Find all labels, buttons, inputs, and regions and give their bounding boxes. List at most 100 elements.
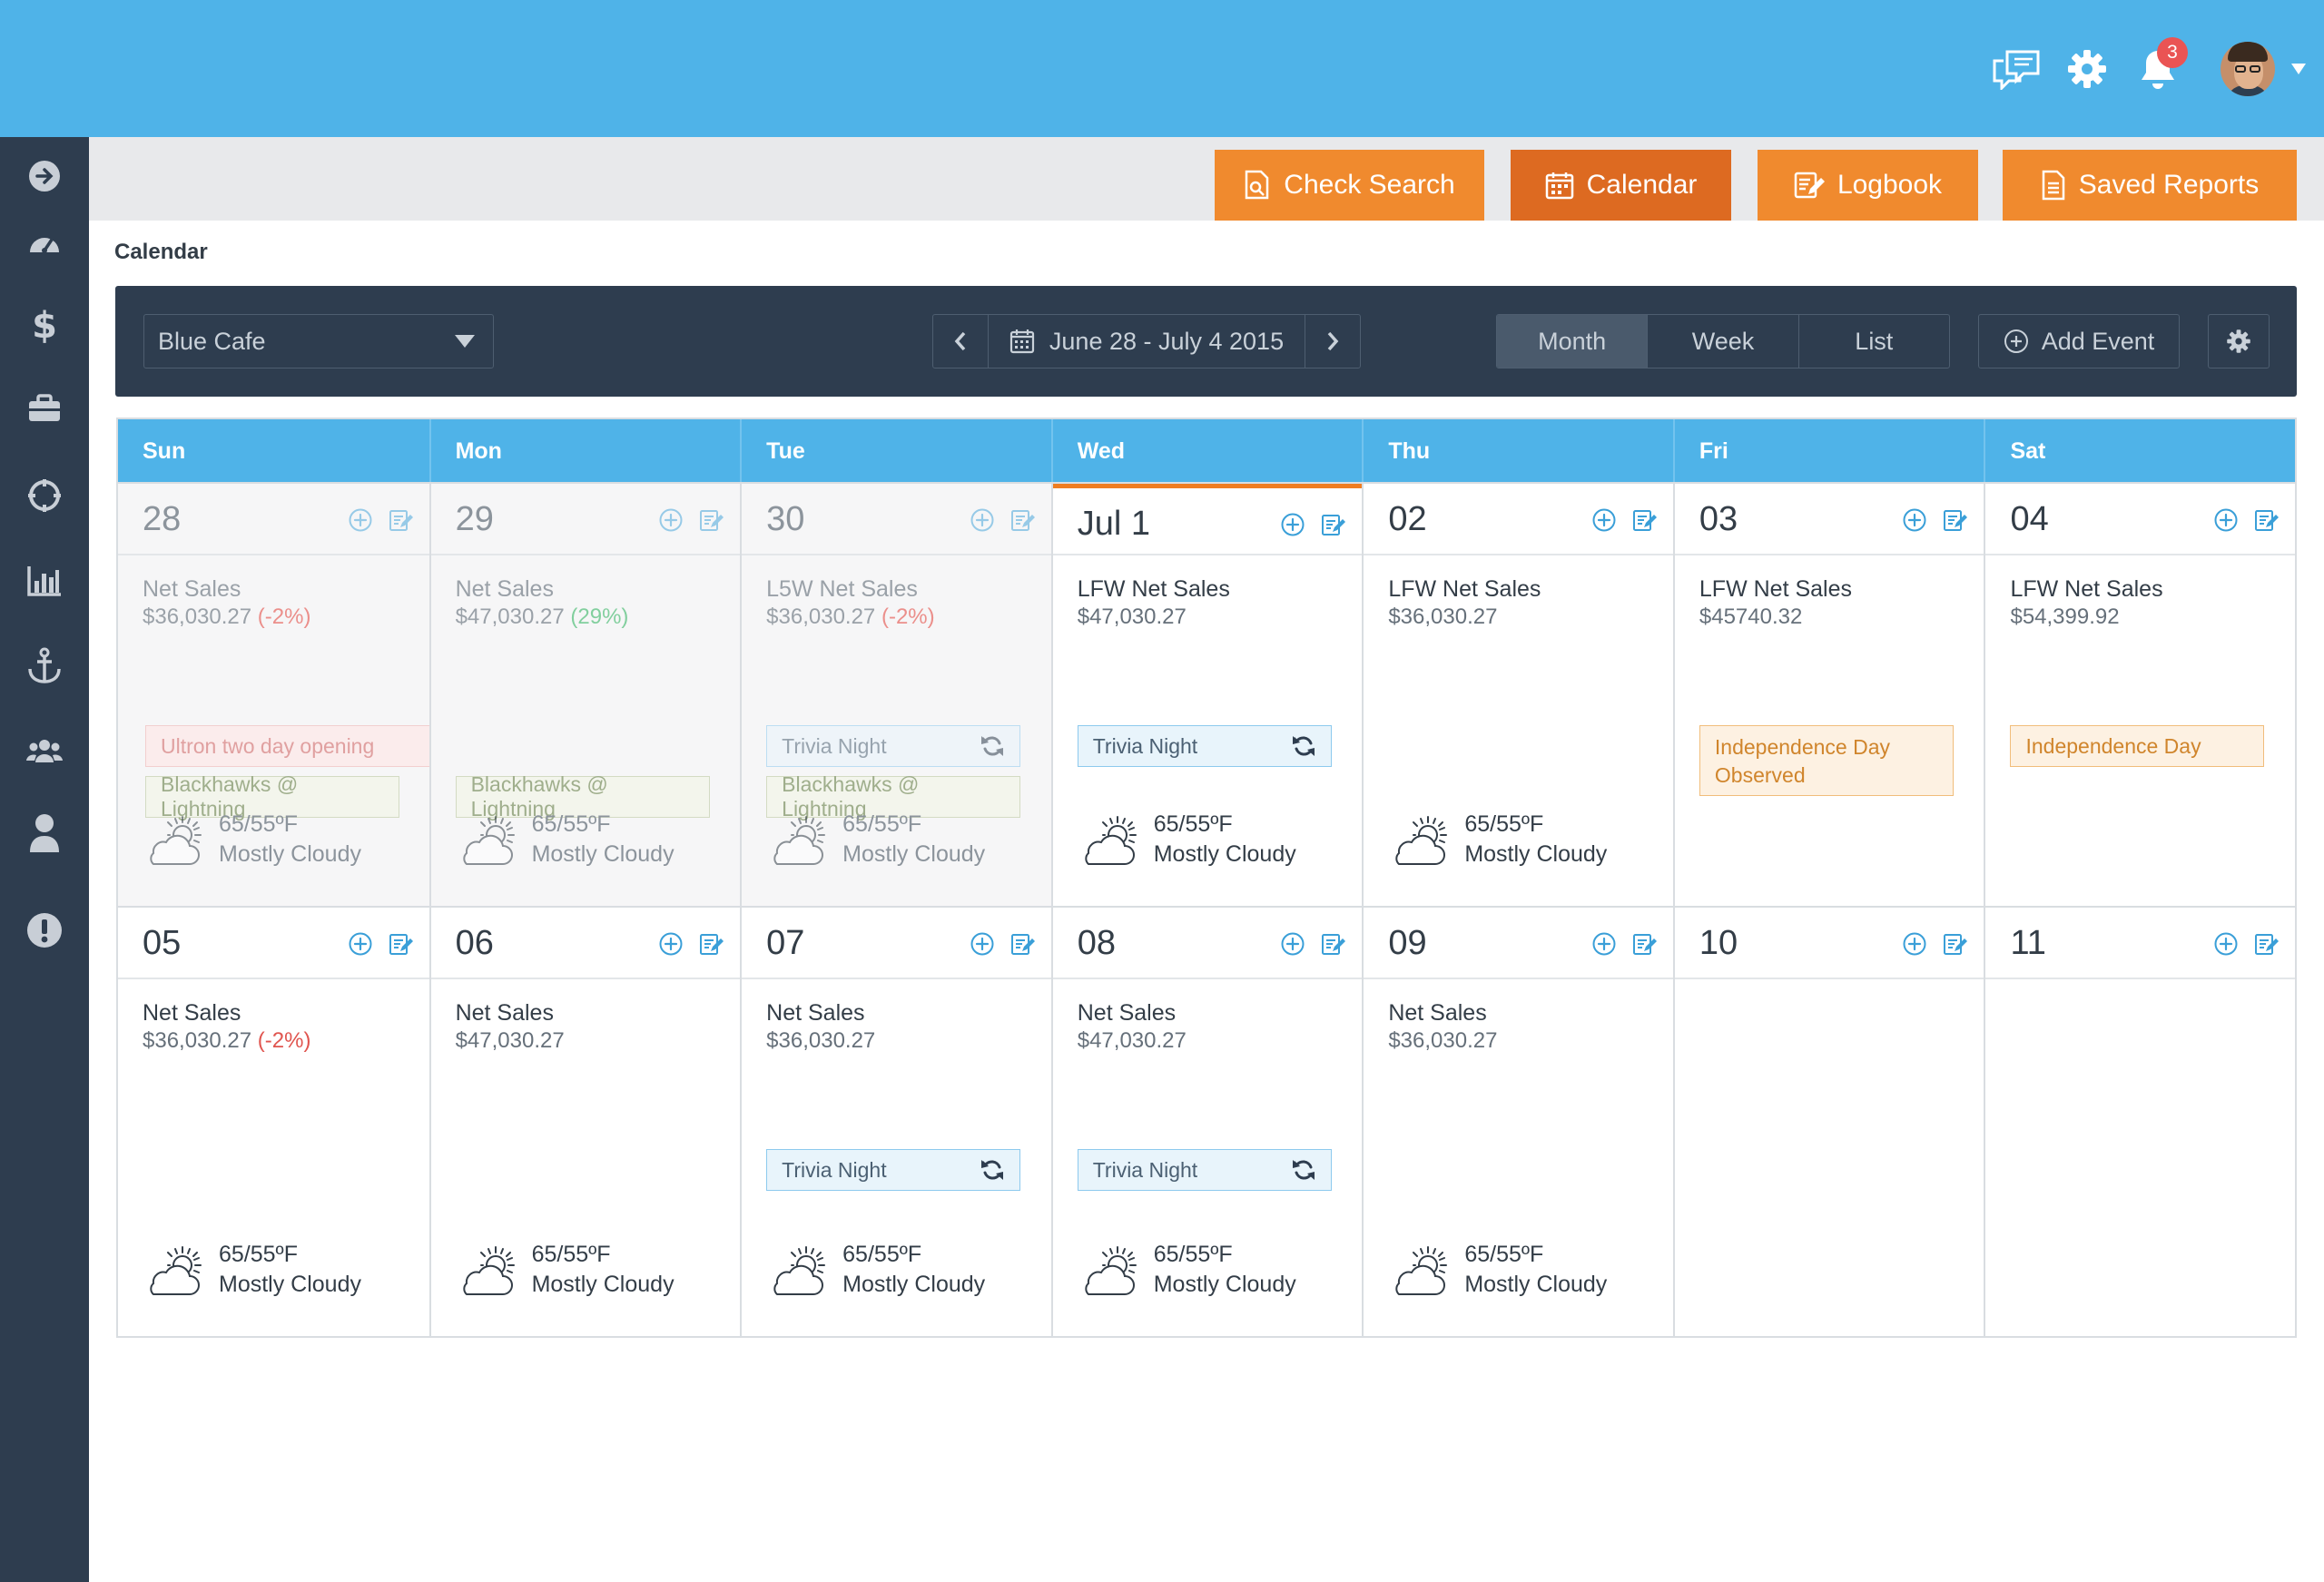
settings-icon[interactable] xyxy=(2059,41,2115,97)
view-list-button[interactable]: List xyxy=(1797,315,1949,368)
check-search-button[interactable]: Check Search xyxy=(1215,150,1484,221)
alert-exclamation-icon[interactable] xyxy=(24,909,65,951)
add-event-plus-icon[interactable] xyxy=(2213,507,2239,533)
day-cell[interactable]: 10 xyxy=(1672,908,1984,1336)
add-event-plus-icon[interactable] xyxy=(1280,931,1305,957)
briefcase-icon[interactable] xyxy=(24,388,65,429)
temperature: 65/55ºF xyxy=(531,811,611,837)
day-cell-today[interactable]: Jul 1 LFW Net Sales $47,030.27 Trivia Ni… xyxy=(1050,484,1363,906)
expand-arrow-icon[interactable] xyxy=(24,155,65,197)
target-crosshair-icon[interactable] xyxy=(24,475,65,516)
add-event-plus-icon[interactable] xyxy=(1280,512,1305,537)
sales-label: Net Sales xyxy=(766,1000,865,1026)
day-cell[interactable]: 29 Net Sales $47,030.27 (29%) Blackhawks… xyxy=(428,484,741,906)
add-event-plus-icon[interactable] xyxy=(1902,507,1927,533)
day-cell[interactable]: 06 Net Sales $47,030.27 65/55ºF Mostly Cl… xyxy=(428,908,741,1336)
partly-cloudy-icon xyxy=(1078,811,1141,870)
user-profile-icon[interactable] xyxy=(24,812,65,854)
bar-chart-icon[interactable] xyxy=(24,560,65,602)
add-event-plus-icon[interactable] xyxy=(658,931,684,957)
add-event-plus-icon[interactable] xyxy=(2213,931,2239,957)
day-cell[interactable]: 28 Net Sales $36,030.27 (-2%) Ultron two… xyxy=(118,484,706,906)
check-search-icon xyxy=(1246,170,1269,200)
user-avatar[interactable] xyxy=(2221,41,2275,96)
add-event-plus-icon[interactable] xyxy=(1902,931,1927,957)
event-independence-day[interactable]: Independence Day xyxy=(2010,725,2265,767)
notifications-bell-icon[interactable]: 3 xyxy=(2130,36,2188,97)
weather-desc: Mostly Cloudy xyxy=(531,841,675,867)
sales-label: LFW Net Sales xyxy=(1388,576,1541,602)
date-range-label[interactable]: June 28 - July 4 2015 xyxy=(989,315,1305,368)
event-independence-day-observed[interactable]: Independence Day Observed xyxy=(1699,725,1954,796)
calendar-small-icon xyxy=(1009,329,1035,354)
day-cell[interactable]: 08 Net Sales $47,030.27 Trivia Night 65/… xyxy=(1050,908,1363,1336)
edit-note-icon[interactable] xyxy=(1942,507,1967,533)
add-event-plus-icon[interactable] xyxy=(1591,507,1617,533)
sales-value: $45740.32 xyxy=(1699,604,1803,629)
edit-note-icon[interactable] xyxy=(1320,512,1345,537)
day-number: 29 xyxy=(455,500,494,538)
event-trivia-night[interactable]: Trivia Night xyxy=(1077,725,1332,767)
edit-note-icon[interactable] xyxy=(1631,931,1657,957)
add-event-plus-icon[interactable] xyxy=(348,931,373,957)
dashboard-gauge-icon[interactable] xyxy=(24,221,65,262)
users-group-icon[interactable] xyxy=(24,731,65,772)
add-event-button[interactable]: Add Event xyxy=(1978,314,2180,368)
weather: 65/55ºF Mostly Cloudy xyxy=(1388,1240,1607,1300)
saved-reports-button[interactable]: Saved Reports xyxy=(2003,150,2297,221)
event-blackhawks[interactable]: Blackhawks @ Lightning xyxy=(145,772,399,820)
view-month-button[interactable]: Month xyxy=(1497,315,1648,368)
day-cell[interactable]: 30 L5W Net Sales $36,030.27 (-2%) Trivia… xyxy=(740,484,1051,906)
edit-note-icon[interactable] xyxy=(1009,507,1035,533)
location-select[interactable]: Blue Cafe xyxy=(143,314,494,368)
temperature: 65/55ºF xyxy=(1464,1242,1544,1267)
edit-note-icon[interactable] xyxy=(1942,931,1967,957)
weather-desc: Mostly Cloudy xyxy=(842,1272,986,1297)
edit-note-icon[interactable] xyxy=(1320,931,1345,957)
event-trivia-night[interactable]: Trivia Night xyxy=(1077,1149,1332,1191)
calendar-button[interactable]: Calendar xyxy=(1511,150,1731,221)
edit-note-icon[interactable] xyxy=(2253,931,2279,957)
day-cell[interactable]: 07 Net Sales $36,030.27 Trivia Night 65/… xyxy=(740,908,1051,1336)
edit-note-icon[interactable] xyxy=(1631,507,1657,533)
add-event-plus-icon[interactable] xyxy=(658,507,684,533)
day-cell[interactable]: 03 LFW Net Sales $45740.32 Independence … xyxy=(1672,484,1984,906)
edit-note-icon[interactable] xyxy=(698,931,724,957)
calendar-settings-button[interactable] xyxy=(2208,314,2270,368)
sales-label: Net Sales xyxy=(1077,1000,1177,1026)
day-cell[interactable]: 05 Net Sales $36,030.27 (-2%) 65/55ºF Mos… xyxy=(118,908,429,1336)
edit-note-icon[interactable] xyxy=(388,931,413,957)
day-cell[interactable]: 02 LFW Net Sales $36,030.27 65/55ºF Mostl… xyxy=(1362,484,1673,906)
add-event-plus-icon[interactable] xyxy=(1591,931,1617,957)
view-week-button[interactable]: Week xyxy=(1647,315,1797,368)
sales-value: $36,030.27 (-2%) xyxy=(766,604,935,629)
event-blackhawks[interactable]: Blackhawks @ Lightning xyxy=(455,772,710,820)
edit-note-icon[interactable] xyxy=(698,507,724,533)
event-trivia-night[interactable]: Trivia Night xyxy=(766,1149,1021,1191)
partly-cloudy-icon xyxy=(456,811,519,870)
sales-value: $36,030.27 xyxy=(766,1028,876,1053)
day-cell[interactable]: 11 xyxy=(1984,908,2296,1336)
add-event-plus-icon[interactable] xyxy=(970,507,995,533)
sales-value: $36,030.27 (-2%) xyxy=(143,1028,311,1053)
anchor-icon[interactable] xyxy=(24,645,65,687)
logbook-button[interactable]: Logbook xyxy=(1758,150,1978,221)
temperature: 65/55ºF xyxy=(842,811,922,837)
chat-icon[interactable] xyxy=(1988,41,2044,97)
user-menu-caret-icon[interactable] xyxy=(2291,63,2306,74)
event-blackhawks[interactable]: Blackhawks @ Lightning xyxy=(766,772,1021,820)
next-week-button[interactable] xyxy=(1305,315,1360,368)
previous-week-button[interactable] xyxy=(933,315,988,368)
edit-note-icon[interactable] xyxy=(2253,507,2279,533)
nav-tabs-bar xyxy=(89,137,2324,221)
add-event-plus-icon[interactable] xyxy=(970,931,995,957)
dollar-icon[interactable]: $ xyxy=(24,304,65,346)
event-trivia-night[interactable]: Trivia Night xyxy=(766,725,1021,767)
day-cell[interactable]: 09 Net Sales $36,030.27 65/55ºF Mostly Cl… xyxy=(1362,908,1673,1336)
day-cell[interactable]: 04 LFW Net Sales $54,399.92 Independence… xyxy=(1984,484,2296,906)
edit-note-icon[interactable] xyxy=(1009,931,1035,957)
edit-note-icon[interactable] xyxy=(388,507,413,533)
temperature: 65/55ºF xyxy=(219,1242,298,1267)
weekday-mon: Mon xyxy=(428,419,741,482)
add-event-plus-icon[interactable] xyxy=(348,507,373,533)
